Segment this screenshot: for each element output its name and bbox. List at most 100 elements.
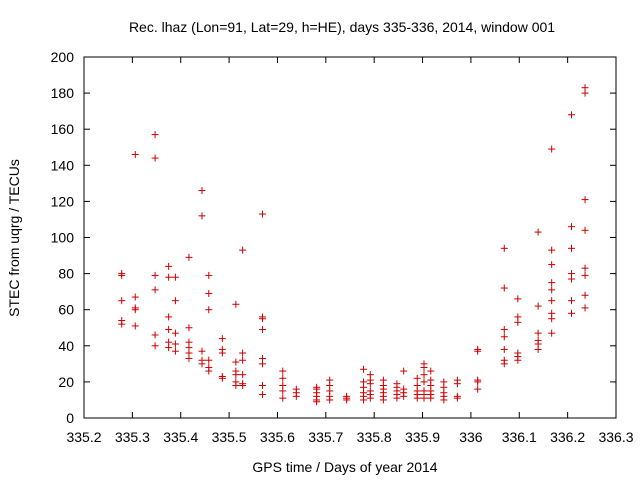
data-point xyxy=(420,378,428,386)
data-point xyxy=(151,131,159,139)
data-point xyxy=(151,331,159,339)
x-tick-label: 335.9 xyxy=(405,429,440,445)
data-point xyxy=(393,394,401,402)
data-point xyxy=(279,394,287,402)
data-point xyxy=(151,271,159,279)
data-point xyxy=(379,396,387,404)
data-point xyxy=(427,394,435,402)
y-tick-label: 60 xyxy=(58,302,74,318)
data-point xyxy=(548,286,556,294)
data-point xyxy=(420,363,428,371)
data-point xyxy=(205,271,213,279)
data-point xyxy=(165,273,173,281)
data-point xyxy=(205,306,213,314)
data-point xyxy=(171,297,179,305)
data-point xyxy=(151,342,159,350)
data-point xyxy=(360,396,368,404)
data-point xyxy=(239,246,247,254)
data-point xyxy=(171,329,179,337)
data-point xyxy=(500,326,508,334)
y-tick-label: 20 xyxy=(58,374,74,390)
data-point xyxy=(258,315,266,323)
data-point xyxy=(205,289,213,297)
data-point xyxy=(198,347,206,355)
x-tick-label: 335.6 xyxy=(260,429,295,445)
data-point xyxy=(258,326,266,334)
data-point xyxy=(400,367,408,375)
data-point xyxy=(453,380,461,388)
data-point xyxy=(198,360,206,368)
data-point xyxy=(568,275,576,283)
data-point xyxy=(534,329,542,337)
data-point xyxy=(427,367,435,375)
data-point xyxy=(548,315,556,323)
x-tick-label: 335.4 xyxy=(163,429,198,445)
data-point xyxy=(548,246,556,254)
data-point xyxy=(198,212,206,220)
y-tick-label: 100 xyxy=(51,230,75,246)
data-point xyxy=(292,392,300,400)
x-tick-label: 335.3 xyxy=(115,429,150,445)
data-point xyxy=(548,297,556,305)
data-point xyxy=(568,223,576,231)
data-point xyxy=(118,271,126,279)
y-tick-label: 180 xyxy=(51,85,75,101)
data-point xyxy=(218,335,226,343)
y-tick-label: 0 xyxy=(66,410,74,426)
data-point xyxy=(239,349,247,357)
data-point xyxy=(420,394,428,402)
data-point xyxy=(239,382,247,390)
data-point xyxy=(500,333,508,341)
data-point xyxy=(185,324,193,332)
data-point xyxy=(548,261,556,269)
data-point xyxy=(258,210,266,218)
data-point xyxy=(581,291,589,299)
data-point xyxy=(131,293,139,301)
data-point xyxy=(205,356,213,364)
x-tick-label: 336.1 xyxy=(502,429,537,445)
data-point xyxy=(279,387,287,395)
data-point xyxy=(165,326,173,334)
data-point xyxy=(198,187,206,195)
x-tick-label: 335.5 xyxy=(212,429,247,445)
data-point xyxy=(131,306,139,314)
data-point xyxy=(151,286,159,294)
data-point xyxy=(514,318,522,326)
y-tick-label: 140 xyxy=(51,157,75,173)
data-point xyxy=(474,347,482,355)
y-axis: 0 20 40 60 80 100 120 140 160 180 200 xyxy=(51,49,616,426)
data-point xyxy=(185,253,193,261)
data-point xyxy=(218,349,226,357)
data-point xyxy=(239,371,247,379)
data-point xyxy=(326,396,334,404)
x-tick-label: 336.2 xyxy=(550,429,585,445)
data-point xyxy=(420,371,428,379)
data-point xyxy=(534,228,542,236)
data-point xyxy=(548,279,556,287)
x-tick-label: 336.3 xyxy=(598,429,633,445)
y-tick-label: 160 xyxy=(51,121,75,137)
data-point xyxy=(218,374,226,382)
data-point xyxy=(360,365,368,373)
data-point xyxy=(258,382,266,390)
data-point xyxy=(548,329,556,337)
data-point xyxy=(232,371,240,379)
data-point xyxy=(581,226,589,234)
data-point xyxy=(581,196,589,204)
data-point xyxy=(500,284,508,292)
y-tick-label: 40 xyxy=(58,338,74,354)
data-point xyxy=(165,313,173,321)
data-point xyxy=(165,344,173,352)
data-point xyxy=(171,273,179,281)
data-point xyxy=(171,347,179,355)
data-point xyxy=(568,309,576,317)
data-point xyxy=(474,385,482,393)
data-point xyxy=(474,378,482,386)
plot-frame xyxy=(83,56,617,419)
data-point xyxy=(400,392,408,400)
data-point xyxy=(131,322,139,330)
data-point xyxy=(131,150,139,158)
data-point xyxy=(413,374,421,382)
data-point xyxy=(232,300,240,308)
data-point xyxy=(185,354,193,362)
